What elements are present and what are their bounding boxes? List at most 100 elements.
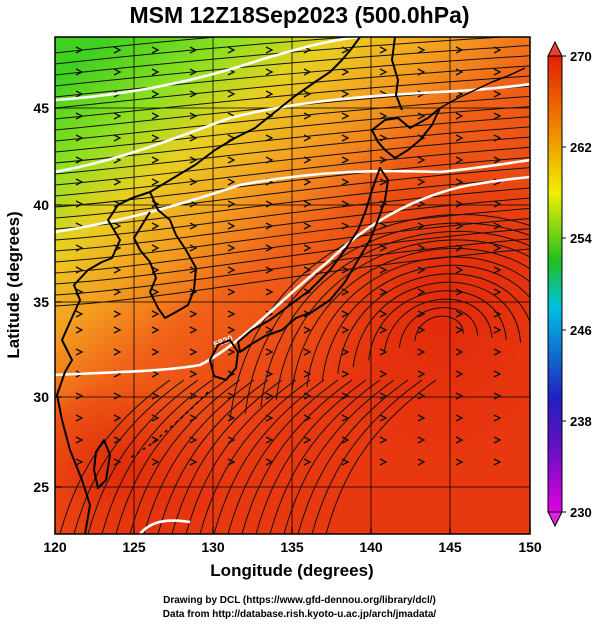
streamline-arrow [303,178,312,186]
streamline-arrow [303,68,312,76]
y-tick-label: 30 [33,389,49,405]
streamline-arrow [265,436,274,444]
streamline-arrow [341,370,350,378]
streamline-arrow [379,222,388,230]
streamline-arrow [151,112,160,120]
streamline [55,218,530,274]
streamline-arrow [493,156,502,164]
colorbar-tick-label: 254 [570,231,592,246]
streamline-arrow [227,156,236,164]
streamline-arrow [265,458,274,466]
streamline-arrow [113,134,122,142]
streamline-arrow [227,326,236,334]
streamline-arrow [379,46,388,54]
streamline-arrow [265,134,274,142]
streamline-arrow [265,348,274,356]
streamline-arrow [113,326,122,334]
streamline [55,45,530,87]
streamline-arrow [417,392,426,400]
streamline [157,379,269,534]
streamline-arrow [265,288,274,296]
streamline-arrow [341,348,350,356]
streamline-arrow [341,288,350,296]
streamline-arrow [493,68,502,76]
streamline-arrow [265,326,274,334]
streamline-arrow [417,458,426,466]
streamline [73,379,185,534]
y-axis-label: Latitude (degrees) [4,211,23,358]
streamline [55,228,530,285]
streamline [55,146,530,197]
streamline-arrow [151,370,160,378]
streamline-arrow [151,310,160,318]
streamline-arrow [303,112,312,120]
streamline-arrow [75,156,84,164]
streamline [55,65,530,109]
streamline-arrow [189,112,198,120]
streamline-arrow [303,156,312,164]
streamline-arrow [303,200,312,208]
streamline-arrow [379,134,388,142]
streamline-arrow [227,310,236,318]
streamline-arrow [379,156,388,164]
streamline-arrow [455,392,464,400]
colorbar-tick-label: 262 [570,140,592,155]
streamline-arrow [493,112,502,120]
streamline-arrow [75,46,84,54]
streamline-arrow [113,310,122,318]
streamline-arrow [75,112,84,120]
streamline-arrow [455,134,464,142]
streamline-arrow [379,112,388,120]
streamline-arrow [493,90,502,98]
streamline-arrow [493,134,502,142]
streamline-arrow [341,392,350,400]
streamline-arrow [227,436,236,444]
streamline-arrow [303,266,312,274]
streamline-arrow [455,200,464,208]
streamline-arrow [455,370,464,378]
streamline-arrow [303,458,312,466]
russia-coast [149,37,361,193]
tick-marks [54,107,531,534]
streamline-arrow [303,222,312,230]
height-contours [55,37,530,534]
colorbar: 230 238 246 254 262 270 [547,40,592,528]
colorbar-min-arrow [547,511,563,528]
streamline-arrow [113,68,122,76]
streamline-arrow [265,414,274,422]
streamline-arrow [151,244,160,252]
streamline-arrow [151,178,160,186]
ryukyu-islands [129,391,209,459]
streamline-arrow [151,392,160,400]
coastlines [56,37,526,534]
streamline-arrow [113,112,122,120]
x-tick-label: 125 [122,539,146,555]
streamline-arrow [151,436,160,444]
streamline [241,379,353,534]
streamline-arrow [341,46,350,54]
streamline-arrow [417,326,426,334]
streamline-arrow [493,414,502,422]
streamline-arrow [227,200,236,208]
streamline-arrow [75,436,84,444]
streamline-arrow [151,458,160,466]
x-axis-label: Longitude (degrees) [210,561,373,580]
streamline-arrow [379,288,388,296]
streamline-arrow [493,370,502,378]
streamline-arrow [455,348,464,356]
streamline-arrow [379,244,388,252]
streamline-arrow [455,310,464,318]
streamline [297,379,409,534]
streamline-arrow [265,156,274,164]
streamline [306,256,530,388]
streamline-arrow [379,348,388,356]
streamline-arrow [75,310,84,318]
streamline-arrow [189,222,198,230]
streamline [321,264,530,381]
streamline-arrow [265,244,274,252]
streamline [55,187,530,241]
streamline-arrow [303,392,312,400]
x-tick-label: 145 [438,539,462,555]
streamline-arrow [189,156,198,164]
streamline-arrow [455,414,464,422]
